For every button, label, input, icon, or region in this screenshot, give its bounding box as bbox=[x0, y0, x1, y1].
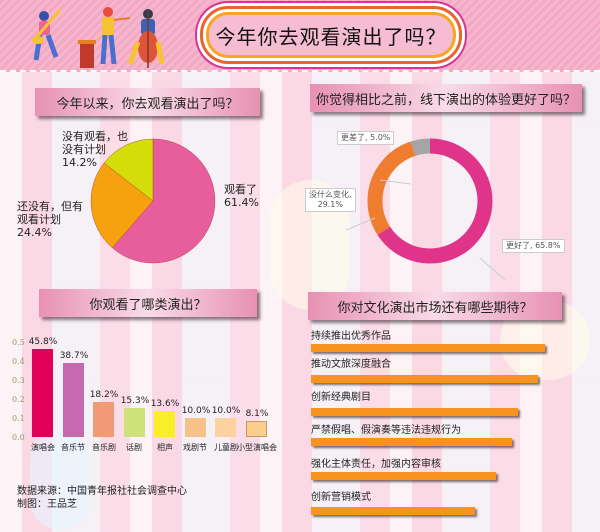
bar-musical bbox=[93, 402, 114, 437]
bar-category: 音乐剧 bbox=[92, 443, 116, 452]
bar-category: 相声 bbox=[157, 443, 173, 452]
expectation-bar bbox=[311, 507, 475, 515]
y-tick: 0.4 bbox=[12, 357, 25, 366]
main-title-frame: 今年你去观看演出了吗？ bbox=[200, 6, 462, 64]
pie-label-watched-value: 61.4% bbox=[224, 196, 259, 209]
bar-value: 10.0% bbox=[181, 406, 211, 416]
pie-slice-planned bbox=[90, 162, 154, 249]
donut-segment-same bbox=[367, 138, 493, 264]
chart-credit: 制图：王品芝 bbox=[17, 499, 77, 510]
expectation-label: 推动文旅深度融合 bbox=[311, 359, 391, 370]
bar-value: 18.2% bbox=[89, 390, 119, 400]
expectation-bar bbox=[311, 344, 545, 352]
bar-childrens-play bbox=[215, 418, 236, 437]
bar-value: 15.3% bbox=[120, 396, 150, 406]
donut-section-title: 你觉得相比之前，线下演出的体验更好了吗？ bbox=[310, 84, 582, 112]
pie-label-none-line2: 没有计划 bbox=[62, 143, 106, 156]
donut-segment-worse bbox=[367, 138, 493, 264]
bar-theatre-festival bbox=[185, 418, 206, 437]
pie-label-planned-line1: 还没有，但有 bbox=[17, 200, 83, 213]
header-banner: 今年你去观看演出了吗？ bbox=[0, 0, 600, 72]
bar-category: 儿童剧 bbox=[214, 443, 238, 452]
expectation-label: 严禁假唱、假演奏等违法违规行为 bbox=[311, 425, 461, 436]
bar-value: 10.0% bbox=[211, 406, 241, 416]
pie-label-none: 没有观看，也 没有计划 14.2% bbox=[62, 130, 128, 169]
bar-music-festival bbox=[63, 363, 84, 437]
bar-crosstalk bbox=[154, 411, 175, 437]
donut-label-worse: 更差了, 5.0% bbox=[337, 131, 395, 145]
main-title: 今年你去观看演出了吗？ bbox=[215, 24, 447, 49]
bar-value: 8.1% bbox=[245, 409, 269, 419]
donut-label-better: 更好了, 65.8% bbox=[502, 239, 565, 253]
donut-label-same: 没什么变化, 29.1% bbox=[305, 188, 356, 212]
y-tick: 0.3 bbox=[12, 376, 25, 385]
donut-label-same-line2: 29.1% bbox=[317, 200, 343, 209]
musicians-illustration-icon bbox=[32, 7, 165, 68]
bar-category: 话剧 bbox=[126, 443, 142, 452]
bar-category: 音乐节 bbox=[61, 443, 85, 452]
pie-label-watched-line1: 观看了 bbox=[224, 183, 257, 196]
expectation-label: 创新经典剧目 bbox=[311, 392, 371, 403]
pie-label-planned-value: 24.4% bbox=[17, 226, 52, 239]
donut-chart bbox=[367, 138, 493, 264]
bar-value: 38.7% bbox=[59, 351, 89, 361]
expectation-bar bbox=[311, 438, 512, 446]
pie-chart bbox=[90, 138, 216, 264]
pie-slice-none bbox=[103, 138, 154, 202]
expectation-bar bbox=[311, 472, 496, 480]
donut-label-same-line1: 没什么变化, bbox=[309, 190, 352, 199]
y-tick: 0.1 bbox=[12, 414, 25, 423]
footer: 数据来源：中国青年报社社会调查中心 制图：王品芝 bbox=[17, 485, 187, 511]
expectations-section-title: 你对文化演出市场还有哪些期待？ bbox=[308, 292, 562, 320]
pie-slice-watched bbox=[112, 138, 216, 264]
y-tick: 0.2 bbox=[12, 395, 25, 404]
expectation-bar bbox=[311, 408, 518, 416]
expectation-label: 创新营销模式 bbox=[311, 492, 371, 503]
bars-section-title: 你观看了哪类演出？ bbox=[39, 289, 257, 317]
expectation-label: 强化主体责任，加强内容审核 bbox=[311, 459, 441, 470]
bar-value: 45.8% bbox=[28, 337, 58, 347]
pie-label-none-value: 14.2% bbox=[62, 156, 97, 169]
pie-label-planned-line2: 观看计划 bbox=[17, 213, 61, 226]
pie-label-planned: 还没有，但有 观看计划 24.4% bbox=[17, 200, 83, 239]
donut-callout-lines bbox=[345, 179, 506, 280]
y-tick: 0.0 bbox=[12, 433, 25, 442]
bar-category: 演唱会 bbox=[31, 443, 55, 452]
bar-category: 戏剧节 bbox=[183, 443, 207, 452]
pie-label-none-line1: 没有观看，也 bbox=[62, 130, 128, 143]
data-source: 数据来源：中国青年报社社会调查中心 bbox=[17, 486, 187, 497]
expectation-label: 持续推出优秀作品 bbox=[311, 331, 391, 342]
bar-value: 13.6% bbox=[150, 399, 180, 409]
bar-small-concert bbox=[246, 421, 267, 437]
bar-chart-plot bbox=[0, 0, 300, 437]
expectation-bar bbox=[311, 375, 538, 383]
y-tick: 0.5 bbox=[12, 338, 25, 347]
bar-drama bbox=[124, 408, 145, 437]
bar-category: 小型演唱会 bbox=[237, 443, 277, 452]
pie-label-watched: 观看了 61.4% bbox=[224, 183, 259, 209]
pie-section-title: 今年以来，你去观看演出了吗？ bbox=[35, 88, 260, 116]
background-shape bbox=[30, 430, 90, 530]
bar-concert bbox=[32, 349, 53, 437]
